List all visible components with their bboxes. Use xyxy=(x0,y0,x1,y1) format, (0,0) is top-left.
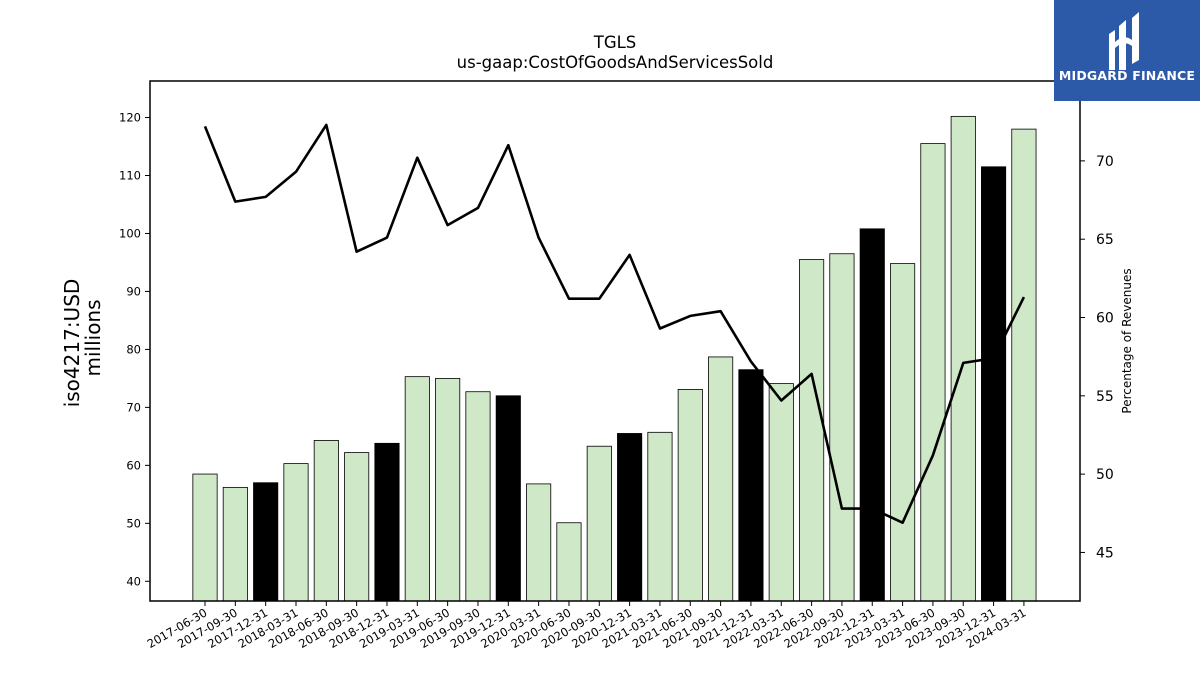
bar-2021-12-31 xyxy=(738,369,764,602)
y-ticks-right: 45 50 55 60 65 70 xyxy=(1080,154,1114,561)
plot-frame xyxy=(149,80,1081,602)
bar-2019-12-31 xyxy=(495,395,521,602)
bar-2020-12-31 xyxy=(617,433,643,602)
bar-2019-03-31 xyxy=(404,376,430,602)
y-tick-label: 110 xyxy=(119,168,141,182)
bar-2017-06-30 xyxy=(192,473,218,602)
bar-2022-06-30 xyxy=(799,259,825,602)
logo-mark-icon xyxy=(1109,12,1139,70)
y-tick-label: 90 xyxy=(126,284,141,298)
y-tick-label: 120 xyxy=(119,111,141,125)
bar-2018-09-30 xyxy=(344,452,370,602)
bar-2019-09-30 xyxy=(465,391,491,602)
bar-2021-09-30 xyxy=(708,356,734,602)
bar-2021-06-30 xyxy=(677,389,703,602)
bar-2020-06-30 xyxy=(556,522,582,602)
y-tick-label: 80 xyxy=(126,342,141,356)
bar-2018-12-31 xyxy=(374,442,400,602)
bar-2021-03-31 xyxy=(647,431,673,602)
bar-2019-06-30 xyxy=(435,377,461,602)
logo-text: MIDGARD FINANCE xyxy=(1058,68,1196,83)
y-axis-unit: millions xyxy=(81,299,105,376)
y2-axis-label: Percentage of Revenues xyxy=(1120,268,1134,413)
bar-2023-06-30 xyxy=(920,143,946,602)
y2-tick-label: 45 xyxy=(1096,545,1114,561)
y-tick-label: 50 xyxy=(126,516,141,530)
bar-2023-03-31 xyxy=(890,263,916,602)
chart-title: TGLS xyxy=(593,33,637,52)
bar-2020-09-30 xyxy=(586,445,612,602)
bar-2023-12-31 xyxy=(981,166,1007,602)
y2-tick-label: 50 xyxy=(1096,467,1114,483)
chart-subtitle: us-gaap:CostOfGoodsAndServicesSold xyxy=(457,53,774,72)
bar-2018-03-31 xyxy=(283,463,309,602)
bar-2017-09-30 xyxy=(222,486,248,602)
y2-tick-label: 70 xyxy=(1096,154,1114,170)
bar-2017-12-31 xyxy=(253,482,279,602)
brand-logo: MIDGARD FINANCE xyxy=(1054,0,1200,101)
bar-2022-09-30 xyxy=(829,253,855,602)
y2-tick-label: 65 xyxy=(1096,232,1114,248)
y-tick-label: 40 xyxy=(126,574,141,588)
bar-2018-06-30 xyxy=(313,440,339,602)
bar-2022-03-31 xyxy=(768,383,794,602)
y-tick-label: 60 xyxy=(126,458,141,472)
y2-tick-label: 60 xyxy=(1096,311,1114,327)
ratio-line xyxy=(203,123,1026,524)
bar-2020-03-31 xyxy=(526,483,552,602)
bar-2023-09-30 xyxy=(950,115,976,602)
y-ticks-left: 40 50 60 70 80 90 100 110 120 xyxy=(119,111,150,588)
bar-2022-12-31 xyxy=(859,228,885,602)
y2-tick-label: 55 xyxy=(1096,389,1114,405)
y-tick-label: 100 xyxy=(119,226,141,240)
x-ticks: 2017-06-302017-09-302017-12-312018-03-31… xyxy=(145,601,1028,651)
bar-2024-03-31 xyxy=(1011,128,1037,602)
bars xyxy=(192,115,1037,602)
y-axis-label: iso4217:USD xyxy=(60,279,84,408)
y-tick-label: 70 xyxy=(126,400,141,414)
